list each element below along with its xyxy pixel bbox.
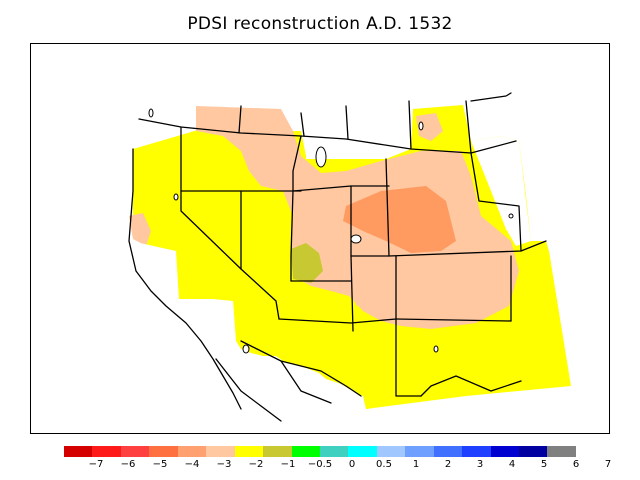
region-peach-ne [416, 113, 443, 141]
legend-label: −6 [120, 459, 136, 470]
legend-label: 0.5 [376, 459, 392, 470]
legend-label: −2 [248, 459, 264, 470]
legend-swatch [64, 446, 93, 457]
pdsi-map [128, 92, 571, 422]
legend-swatch [149, 446, 178, 457]
region-orange [343, 186, 456, 253]
legend-swatch [490, 446, 519, 457]
region-excluded-n [306, 129, 349, 159]
legend-label: −0.5 [307, 459, 333, 470]
map-title: PDSI reconstruction A.D. 1532 [187, 14, 453, 34]
legend-label: −7 [88, 459, 104, 470]
legend-swatch [234, 446, 264, 457]
legend-label: 5 [540, 459, 548, 470]
legend-label: 0 [348, 459, 356, 470]
legend-label: −5 [152, 459, 168, 470]
legend-label: 2 [444, 459, 452, 470]
legend-swatch [433, 446, 463, 457]
legend-swatch [547, 446, 576, 457]
legend-swatch [348, 446, 377, 457]
region-excluded-ne [471, 136, 531, 246]
legend-label: 6 [572, 459, 580, 470]
legend-swatch [120, 446, 150, 457]
legend-label: 3 [476, 459, 484, 470]
legend-swatch [519, 446, 548, 457]
legend-swatch [177, 446, 207, 457]
legend-swatch [376, 446, 406, 457]
legend-swatch [263, 446, 292, 457]
legend-swatch [405, 446, 434, 457]
region-olive [291, 243, 323, 283]
legend: −7 −6 −5 −4 −3 −2 −1 −0.5 0 0.5 1 2 3 4 5 6 7 [64, 446, 611, 476]
region-peach-south [351, 271, 369, 306]
legend-label: −4 [184, 459, 200, 470]
legend-swatch [319, 446, 349, 457]
legend-swatch [92, 446, 121, 457]
legend-label: −1 [280, 459, 296, 470]
legend-swatches [64, 446, 576, 457]
region-peach-coast [129, 213, 151, 246]
region-excluded-sw [131, 241, 241, 359]
legend-label: −3 [216, 459, 232, 470]
legend-label: 4 [508, 459, 516, 470]
legend-label: 1 [412, 459, 420, 470]
legend-label: 7 [604, 459, 612, 470]
legend-swatch [462, 446, 491, 457]
legend-swatch [291, 446, 320, 457]
map-panel [30, 43, 610, 434]
lakes [148, 108, 514, 354]
legend-swatch [206, 446, 235, 457]
state-boundaries [128, 92, 547, 422]
